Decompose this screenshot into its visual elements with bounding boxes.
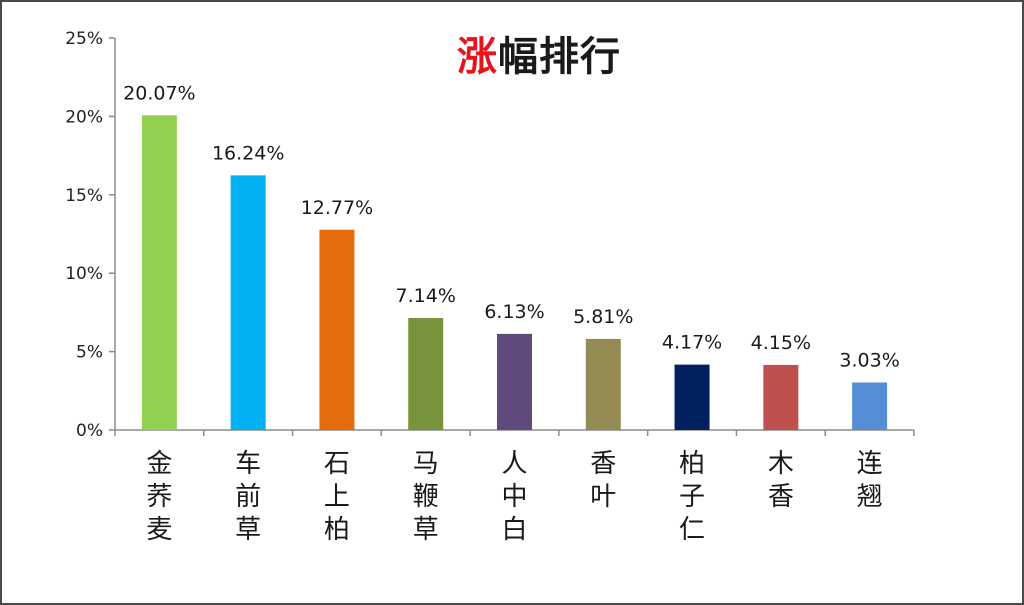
bar	[763, 364, 799, 430]
x-category-label: 人中白	[501, 449, 527, 545]
data-label: 20.07%	[123, 82, 195, 104]
x-category-label: 柏子仁	[679, 449, 705, 545]
x-category-label: 连翘	[857, 449, 883, 512]
y-tick-label: 15%	[65, 186, 103, 206]
bar	[585, 338, 621, 430]
bar	[852, 382, 888, 430]
data-label: 3.03%	[839, 349, 899, 371]
data-label: 4.17%	[662, 332, 722, 354]
x-category-label: 马鞭草	[413, 449, 439, 545]
x-category-label: 木香	[768, 449, 794, 512]
bar	[141, 115, 177, 430]
x-category-label: 石上柏	[324, 449, 350, 545]
data-label: 7.14%	[396, 285, 456, 307]
y-tick-label: 25%	[65, 29, 103, 49]
x-category-label: 车前草	[235, 449, 261, 545]
y-tick-label: 0%	[76, 421, 103, 441]
x-category-label: 金荞麦	[146, 449, 172, 545]
data-label: 6.13%	[484, 301, 544, 323]
chart-title: 涨幅排行	[457, 24, 621, 82]
y-tick-label: 5%	[76, 343, 103, 363]
data-label: 12.77%	[301, 197, 373, 219]
data-label: 16.24%	[212, 142, 284, 164]
data-label: 5.81%	[573, 306, 633, 328]
y-tick-label: 10%	[65, 264, 103, 284]
bar	[319, 229, 355, 430]
bar	[497, 333, 532, 430]
bar	[674, 364, 710, 430]
x-category-label: 香叶	[590, 449, 616, 512]
bar	[408, 318, 444, 430]
chart-title-rest: 幅排行	[498, 34, 621, 80]
bar	[230, 175, 266, 430]
data-label: 4.15%	[751, 332, 811, 354]
chart-title-accent: 涨	[457, 34, 498, 80]
y-tick-label: 20%	[65, 107, 103, 127]
